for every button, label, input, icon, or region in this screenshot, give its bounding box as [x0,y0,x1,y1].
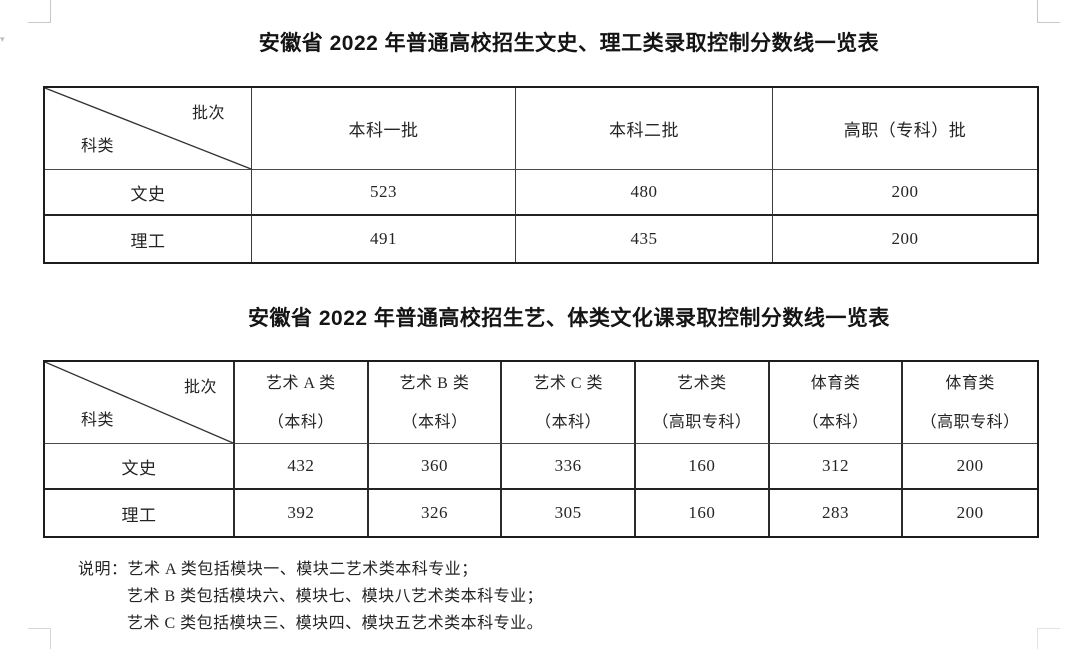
page-margin-mark-bottom-left [28,628,51,649]
table2-cell: 305 [502,490,636,536]
table1-col-header: 本科一批 [252,88,516,170]
table2-diagonal-header-cell: 批次 科类 [45,362,235,444]
table1-row-label: 文史 [45,170,252,216]
table1-cell: 200 [891,229,919,248]
table2-cell: 312 [769,444,904,490]
table2-cell: 360 [368,444,503,490]
table2-cell: 200 [903,444,1037,490]
table2-cell: 160 [636,444,770,490]
table2-col-header: 艺术 C 类 （本科） [502,362,636,444]
table1-cell: 480 [516,170,773,216]
table2-cell: 326 [369,490,503,536]
table2-col-header: 艺术 B 类 （本科） [368,362,503,444]
header-line1: 体育类 [945,375,995,392]
table2-header-subject: 科类 [81,412,115,429]
table1-score-lines-wenli: 批次 科类 本科一批 本科二批 高职（专科）批 文史 523 480 200 理… [43,86,1039,264]
table2-col-header: 艺术 A 类 （本科） [235,362,369,444]
table1-row-label: 理工 [45,216,252,262]
note-text: 艺术 A 类包括模块一、模块二艺术类本科专业； [127,561,478,578]
table1-title: 安徽省 2022 年普通高校招生文史、理工类录取控制分数线一览表 [258,32,880,55]
table1-header-subject: 科类 [81,138,115,155]
table1-cell: 200 [773,170,1037,216]
note-line: 艺术 C 类包括模块三、模块四、模块五艺术类本科专业。 [127,615,544,632]
table2-row-label: 文史 [45,444,235,490]
table2-cell: 200 [956,503,984,522]
table2-score-lines-art-pe: 批次 科类 艺术 A 类 （本科） 艺术 B 类 （本科） 艺术 C 类 （本科… [43,360,1039,538]
table1-cell: 491 [252,216,516,262]
table2-row-label: 理工 [45,490,235,536]
table2-header-batch: 批次 [183,379,217,396]
note-line: 说明：艺术 A 类包括模块一、模块二艺术类本科专业； [78,556,543,583]
page-margin-mark-top-right [1037,0,1060,23]
header-line2: （本科） [535,414,602,431]
page-margin-mark-bottom-right [1037,628,1060,649]
notes-block: 说明：艺术 A 类包括模块一、模块二艺术类本科专业； 艺术 B 类包括模块六、模… [78,556,543,637]
table1-diagonal-header-cell: 批次 科类 [45,88,252,170]
note-label: 说明： [78,561,128,578]
table1-col-header: 本科二批 [516,88,773,170]
table2-cell: 432 [235,444,369,490]
header-line2: （本科） [401,414,468,431]
table2-cell: 336 [502,444,636,490]
header-line1: 艺术 C 类 [533,375,603,392]
table2-title: 安徽省 2022 年普通高校招生艺、体类文化课录取控制分数线一览表 [248,307,890,330]
table2-col-header: 体育类 （本科） [769,362,904,444]
header-line2: （高职专科） [920,414,1020,431]
table1-col-header: 高职（专科）批 [773,88,1037,170]
table2-cell: 283 [770,490,904,536]
note-line: 艺术 B 类包括模块六、模块七、模块八艺术类本科专业； [127,588,544,605]
header-line2: （本科） [802,414,869,431]
diagonal-line [45,88,251,169]
header-line1: 体育类 [810,375,861,392]
table2-col-header: 艺术类 （高职专科） [636,362,770,444]
page-margin-mark-top-left [28,0,51,23]
table2-cell: 160 [636,490,770,536]
diagonal-line [45,362,233,443]
table2-col-header: 体育类 （高职专科） [903,362,1037,444]
header-line2: （本科） [267,414,334,431]
header-line2: （高职专科） [652,414,752,431]
header-line1: 艺术 B 类 [399,375,470,392]
edge-artifact-mark: ▾ [0,35,5,45]
table2-cell: 392 [235,490,369,536]
table1-cell: 435 [516,216,773,262]
table1-header-batch: 批次 [191,105,225,122]
header-line1: 艺术类 [677,375,727,392]
header-line1: 艺术 A 类 [265,375,336,392]
table1-cell: 523 [252,170,516,216]
